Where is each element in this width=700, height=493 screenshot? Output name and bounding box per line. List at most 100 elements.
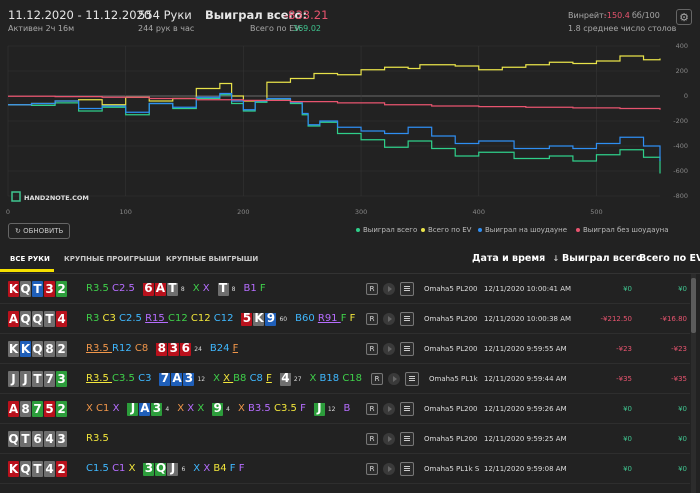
hand-row[interactable]: J J T 7 3 R3.5 C3.5 C3 7 A 3 12 X X B8 C8 F 4 27 X B1… <box>0 364 690 394</box>
column-header-won[interactable]: Выиграл всего <box>562 253 643 264</box>
action-token: B60 <box>295 313 318 324</box>
action-token: X <box>197 403 205 414</box>
x-tick-label: 100 <box>119 208 131 216</box>
play-icon[interactable] <box>383 343 395 355</box>
hole-card: 7 <box>32 401 43 417</box>
notes-icon[interactable] <box>400 282 414 296</box>
hole-card: 3 <box>56 371 67 387</box>
active-duration: Активен 2ч 16м <box>8 24 75 33</box>
action-token: C3.5 <box>273 403 301 414</box>
play-icon[interactable] <box>383 313 395 325</box>
board-cards: 8 3 6 24 <box>156 343 206 356</box>
ev-amount: ¥0 <box>678 465 687 473</box>
action-token: C1 <box>112 463 129 474</box>
action-token: X <box>177 403 188 414</box>
board-card: J <box>127 403 139 416</box>
y-tick-label: 400 <box>676 42 688 50</box>
play-icon[interactable] <box>383 433 395 445</box>
hand-row[interactable]: K Q T 3 2 R3.5 C2.5 6 A T 8 X X T 8 B1 F R Omaha5 PL200… <box>0 274 690 304</box>
hole-card: T <box>32 461 43 477</box>
play-icon[interactable] <box>383 463 395 475</box>
legend-item-ev: Всего по EV <box>421 226 471 234</box>
hole-card: A <box>8 311 19 327</box>
replay-button[interactable]: R <box>366 313 378 325</box>
action-token: X <box>202 283 210 294</box>
board-card: 3 <box>151 403 163 416</box>
play-icon[interactable] <box>383 283 395 295</box>
avg-tables: 1.8 среднее число столов <box>568 24 677 33</box>
action-token: F <box>349 313 356 324</box>
hole-card: 6 <box>32 431 43 447</box>
won-amount: ¥0 <box>623 405 632 413</box>
action-token: X <box>238 403 249 414</box>
hole-card: J <box>20 371 31 387</box>
ev-amount: ¥0 <box>678 405 687 413</box>
replay-button[interactable]: R <box>366 403 378 415</box>
hand-row[interactable]: Q T 6 4 3 R3.5 R Omaha5 PL200 12/11/2020 9:59:25… <box>0 424 690 454</box>
pot-size: 24 <box>194 346 202 353</box>
notes-icon[interactable] <box>400 342 414 356</box>
board-card: A <box>171 373 183 386</box>
hand-datetime: 12/11/2020 10:00:38 AM <box>484 315 572 323</box>
hole-card: Q <box>32 311 43 327</box>
notes-icon[interactable] <box>400 312 414 326</box>
action-token: C8 <box>134 343 149 354</box>
tab-big-losses[interactable]: КРУПНЫЕ ПРОИГРЫШИ <box>64 255 161 263</box>
ev-amount: -¥16.80 <box>659 315 687 323</box>
date-range: 11.12.2020 - 11.12.2020 <box>8 8 152 22</box>
replay-button[interactable]: R <box>366 283 378 295</box>
action-token: C2.5 <box>112 283 135 294</box>
action-token: X <box>112 403 120 414</box>
y-tick-label: -800 <box>673 192 688 200</box>
winrate-value: -150.4 <box>604 11 630 20</box>
hands-scrollbar[interactable] <box>691 274 696 493</box>
action-token: F <box>232 343 239 354</box>
play-icon[interactable] <box>383 403 395 415</box>
action-token: C12 <box>190 313 214 324</box>
action-token: C3.5 <box>112 373 139 384</box>
hole-card: A <box>8 401 19 417</box>
hole-card: T <box>32 371 43 387</box>
series-line-3 <box>8 95 661 110</box>
board-card: 7 <box>159 373 171 386</box>
game-type: Omaha5 PL200 <box>424 315 478 323</box>
hole-card: J <box>8 371 19 387</box>
replay-button[interactable]: R <box>371 373 383 385</box>
replay-button[interactable]: R <box>366 433 378 445</box>
board-cards: 5 K 9 60 <box>241 313 291 326</box>
ev-amount: -¥23 <box>671 345 687 353</box>
column-header-date[interactable]: Дата и время ↓ <box>472 253 560 264</box>
action-token: C3 <box>102 313 120 324</box>
board-card: 6 <box>142 283 154 296</box>
gear-icon[interactable]: ⚙ <box>676 9 692 25</box>
action-token: R3.5 <box>86 283 113 294</box>
hand-datetime: 12/11/2020 10:00:41 AM <box>484 285 572 293</box>
game-type: Omaha5 PL200 <box>424 435 478 443</box>
game-type: Omaha5 PL200 <box>424 285 478 293</box>
hand-row[interactable]: K K Q 8 2 R3.5 R12 C8 8 3 6 24 B24 F R Omaha5 PL200 1… <box>0 334 690 364</box>
notes-icon[interactable] <box>400 432 414 446</box>
tab-big-wins[interactable]: КРУПНЫЕ ВЫИГРЫШИ <box>166 255 259 263</box>
action-token: F <box>259 283 266 294</box>
hand-row[interactable]: A Q Q T 4 R3 C3 C2.5 R15 C12 C12 C12 5 K 9 60 B60 … <box>0 304 690 334</box>
play-icon[interactable] <box>388 373 400 385</box>
notes-icon[interactable] <box>400 462 414 476</box>
scroll-thumb[interactable] <box>691 278 696 333</box>
tab-all-hands[interactable]: ВСЕ РУКИ <box>10 255 50 263</box>
refresh-icon: ↻ <box>15 227 21 235</box>
hole-card: 8 <box>20 401 31 417</box>
notes-icon[interactable] <box>405 372 419 386</box>
replay-button[interactable]: R <box>366 463 378 475</box>
refresh-button[interactable]: ↻ ОБНОВИТЬ <box>8 223 71 239</box>
notes-icon[interactable] <box>400 402 414 416</box>
action-token: B8 <box>233 373 250 384</box>
column-header-ev[interactable]: Всего по EV <box>639 253 700 264</box>
replay-button[interactable]: R <box>366 343 378 355</box>
y-tick-label: -400 <box>673 142 688 150</box>
board-card: J <box>167 463 179 476</box>
won-amount: -¥35 <box>616 375 632 383</box>
